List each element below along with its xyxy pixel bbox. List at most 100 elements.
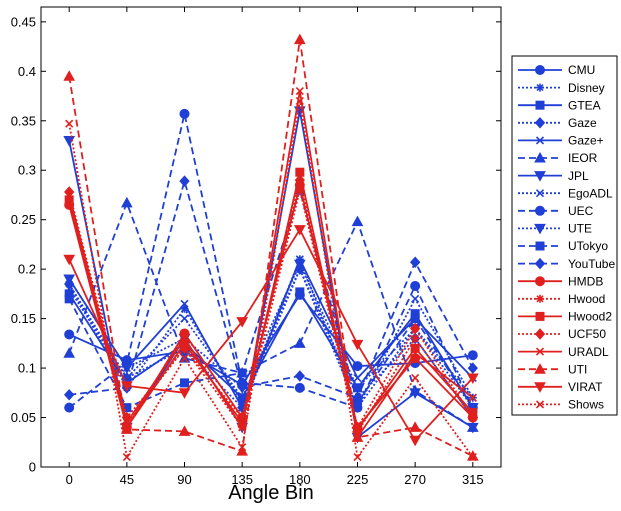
data-point [120, 363, 133, 375]
legend: CMU Disney GTEA Gaze Gaze+ IEOR JPL EgoADL UEC UT… [511, 55, 618, 416]
data-point [64, 294, 74, 304]
legend-label: UTokyo [568, 239, 608, 253]
legend-item: VIRAT [518, 380, 603, 394]
legend-item: Shows [518, 398, 604, 412]
data-point [120, 196, 133, 208]
legend-marker [534, 117, 546, 129]
data-point [468, 453, 477, 462]
data-point [351, 215, 364, 227]
legend-marker [535, 136, 545, 145]
y-tick-label: 0.35 [11, 113, 36, 128]
legend-item: IEOR [518, 151, 598, 165]
legend-marker [535, 100, 545, 110]
legend-item: Gaze+ [518, 134, 604, 148]
legend-marker [535, 311, 545, 321]
axes-layer: 0 45 90 135 180 225 270 315 0 0.05 0.1 0.15 0.2 0.25 0… [11, 7, 501, 487]
data-point [178, 425, 191, 436]
data-point [295, 87, 304, 96]
data-point [64, 389, 75, 401]
series-line [68, 200, 474, 429]
legend-item: Hwood [518, 292, 605, 306]
data-point [120, 381, 133, 392]
legend-marker [534, 151, 546, 163]
legend-marker [534, 328, 546, 340]
data-point [180, 334, 189, 343]
legend-marker [535, 400, 545, 409]
y-tick-label: 0.25 [11, 212, 36, 227]
data-point [237, 368, 247, 378]
data-point [410, 314, 420, 324]
data-point [409, 322, 421, 335]
y-tick-label: 0 [29, 460, 36, 475]
x-tick-label: 270 [404, 472, 426, 487]
data-point [352, 361, 363, 372]
data-point [409, 388, 422, 399]
legend-item: UCF50 [518, 327, 606, 341]
data-point [411, 373, 420, 383]
legend-label: Shows [568, 398, 604, 412]
x-tick-label: 135 [231, 472, 253, 487]
legend-item: UTokyo [518, 239, 608, 253]
y-tick-label: 0.1 [18, 361, 36, 376]
data-point [351, 383, 364, 394]
legend-marker [534, 223, 546, 235]
data-point [293, 259, 306, 271]
data-point [179, 175, 190, 187]
data-point [64, 329, 75, 340]
data-point [353, 373, 362, 383]
data-point [120, 423, 133, 434]
legend-label: UCF50 [568, 327, 606, 341]
data-point [467, 411, 478, 424]
legend-label: JPL [568, 169, 589, 183]
legend-item: UTE [518, 222, 592, 236]
data-point [411, 349, 420, 358]
legend-label: HMDB [568, 274, 603, 288]
data-point [409, 435, 422, 447]
series-line [68, 39, 474, 457]
series-line [68, 100, 474, 460]
legend-label: YouTube [568, 257, 615, 271]
data-point [63, 70, 76, 81]
legend-label: IEOR [568, 151, 598, 165]
data-point [238, 393, 247, 402]
data-point [64, 402, 75, 413]
legend-item: EgoADL [518, 186, 613, 200]
legend-label: EgoADL [568, 186, 613, 200]
plot-area [40, 6, 502, 468]
data-point [180, 304, 189, 313]
data-point [180, 354, 189, 363]
data-point [295, 96, 304, 106]
legend-label: Hwood [568, 292, 605, 306]
series-line [69, 177, 474, 399]
data-point [179, 342, 190, 355]
legend-item: YouTube [518, 257, 615, 271]
x-tick-label: 180 [289, 472, 311, 487]
data-point [63, 274, 76, 286]
y-tick-label: 0.45 [11, 14, 36, 29]
data-point [293, 225, 306, 236]
data-point [293, 337, 306, 348]
legend-item: Hwood2 [518, 310, 612, 324]
series-shows [65, 96, 477, 462]
data-point [294, 382, 305, 393]
legend-item: URADL [518, 345, 609, 359]
legend-item: HMDB [518, 274, 603, 288]
data-point [238, 443, 247, 452]
legend-item: Disney [518, 81, 605, 95]
data-point [351, 339, 364, 351]
legend-item: JPL [518, 169, 589, 183]
data-point [122, 453, 131, 462]
legend-marker [534, 363, 546, 374]
data-point [409, 421, 422, 432]
legend-marker [535, 347, 545, 356]
y-tick-label: 0.2 [18, 262, 36, 277]
legend-label: Gaze+ [568, 134, 604, 148]
legend-marker [535, 241, 545, 251]
x-tick-label: 0 [66, 472, 73, 487]
series-line [68, 186, 474, 409]
data-point [466, 422, 479, 434]
data-point [294, 370, 306, 382]
series-line [68, 113, 474, 409]
legend-marker [535, 65, 545, 75]
